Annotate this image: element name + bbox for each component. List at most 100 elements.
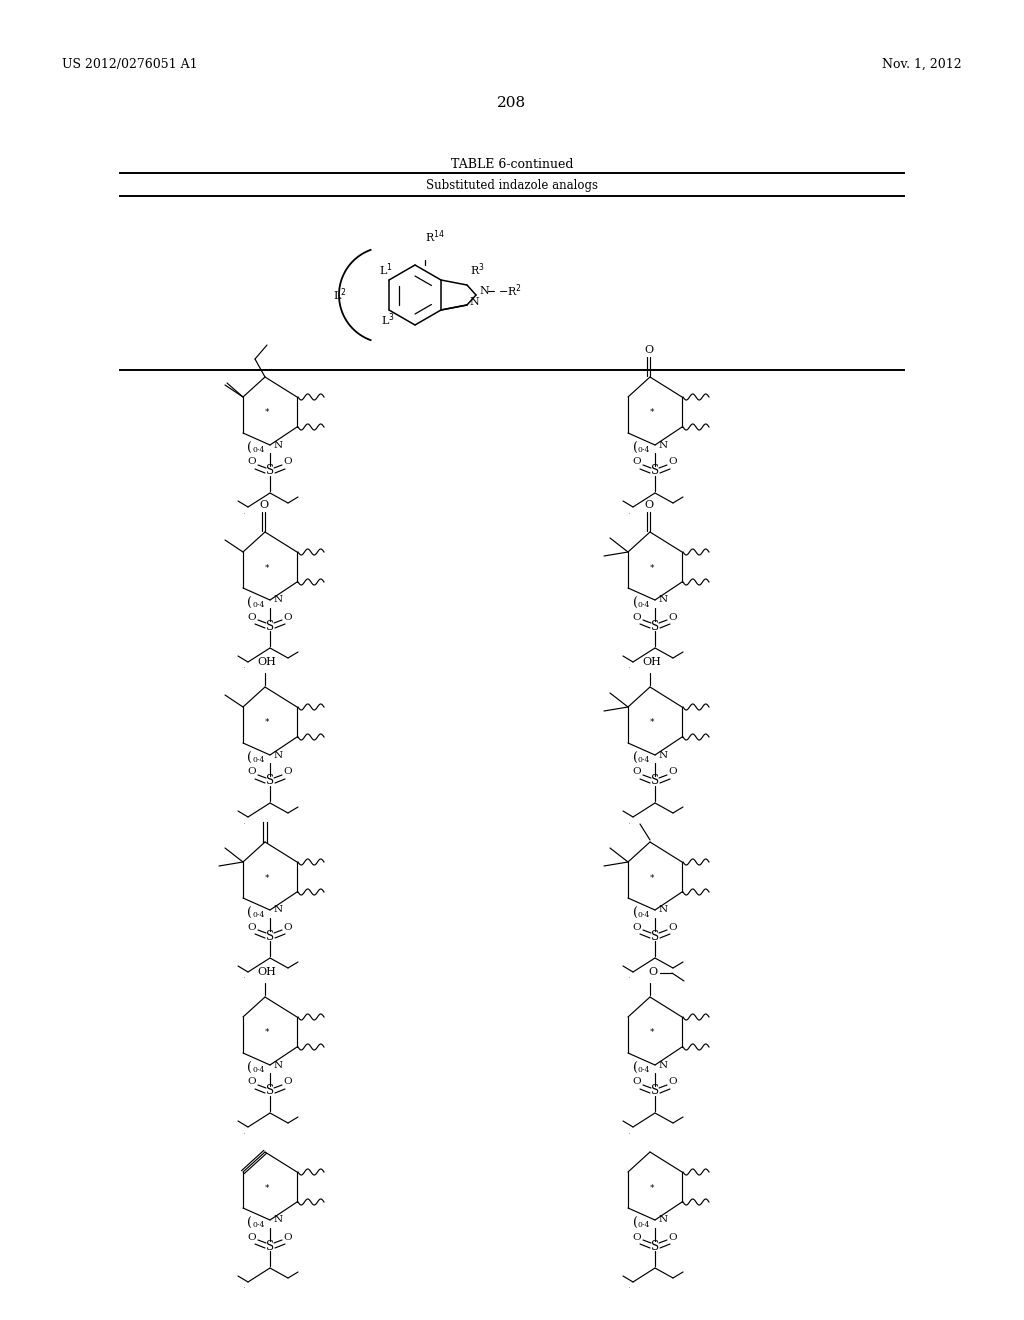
Text: *: * bbox=[265, 718, 269, 727]
Text: O: O bbox=[633, 767, 641, 776]
Text: S: S bbox=[266, 775, 274, 788]
Text: N: N bbox=[274, 441, 283, 450]
Text: O: O bbox=[669, 767, 677, 776]
Text: O: O bbox=[248, 458, 256, 466]
Text: 0-4: 0-4 bbox=[253, 756, 265, 764]
Text: (: ( bbox=[248, 1061, 253, 1074]
Text: N: N bbox=[479, 286, 488, 296]
Text: Nov. 1, 2012: Nov. 1, 2012 bbox=[883, 58, 962, 71]
Text: (: ( bbox=[633, 907, 638, 920]
Text: O: O bbox=[284, 458, 292, 466]
Text: OH: OH bbox=[258, 968, 276, 977]
Text: *: * bbox=[265, 1184, 269, 1192]
Text: O: O bbox=[284, 612, 292, 622]
Text: (: ( bbox=[633, 597, 638, 610]
Text: O: O bbox=[669, 923, 677, 932]
Text: L$^2$: L$^2$ bbox=[333, 286, 347, 304]
Text: $-$R$^2$: $-$R$^2$ bbox=[498, 282, 522, 300]
Text: 0-4: 0-4 bbox=[638, 911, 650, 919]
Text: O: O bbox=[259, 500, 268, 510]
Text: 0-4: 0-4 bbox=[253, 446, 265, 454]
Text: N: N bbox=[659, 1216, 668, 1225]
Text: 0-4: 0-4 bbox=[253, 1067, 265, 1074]
Text: L$^3$: L$^3$ bbox=[381, 312, 395, 329]
Text: S: S bbox=[651, 1239, 659, 1253]
Text: N: N bbox=[469, 297, 479, 308]
Text: S: S bbox=[651, 929, 659, 942]
Text: *: * bbox=[265, 408, 269, 417]
Text: O: O bbox=[644, 500, 653, 510]
Text: 0-4: 0-4 bbox=[638, 756, 650, 764]
Text: S: S bbox=[266, 1085, 274, 1097]
Text: O: O bbox=[284, 923, 292, 932]
Text: S: S bbox=[651, 775, 659, 788]
Text: (: ( bbox=[248, 597, 253, 610]
Text: O: O bbox=[248, 767, 256, 776]
Text: N: N bbox=[659, 751, 668, 759]
Text: S: S bbox=[266, 1239, 274, 1253]
Text: *: * bbox=[650, 718, 654, 727]
Text: *: * bbox=[650, 564, 654, 573]
Text: *: * bbox=[650, 1184, 654, 1192]
Text: O: O bbox=[633, 1233, 641, 1242]
Text: 0-4: 0-4 bbox=[638, 1221, 650, 1229]
Text: TABLE 6-continued: TABLE 6-continued bbox=[451, 158, 573, 172]
Text: (: ( bbox=[633, 441, 638, 454]
Text: O: O bbox=[669, 458, 677, 466]
Text: O: O bbox=[669, 1233, 677, 1242]
Text: O: O bbox=[284, 1077, 292, 1086]
Text: (: ( bbox=[633, 1217, 638, 1229]
Text: N: N bbox=[274, 1060, 283, 1069]
Text: *: * bbox=[265, 1028, 269, 1038]
Text: S: S bbox=[651, 465, 659, 478]
Text: S: S bbox=[651, 619, 659, 632]
Text: *: * bbox=[650, 408, 654, 417]
Text: S: S bbox=[266, 465, 274, 478]
Text: O: O bbox=[284, 767, 292, 776]
Text: O: O bbox=[644, 345, 653, 355]
Text: N: N bbox=[659, 906, 668, 915]
Text: *: * bbox=[265, 874, 269, 883]
Text: N: N bbox=[274, 751, 283, 759]
Text: *: * bbox=[265, 564, 269, 573]
Text: O: O bbox=[633, 612, 641, 622]
Text: O: O bbox=[633, 1077, 641, 1086]
Text: Substituted indazole analogs: Substituted indazole analogs bbox=[426, 180, 598, 191]
Text: S: S bbox=[651, 1085, 659, 1097]
Text: R$^{14}$: R$^{14}$ bbox=[425, 228, 445, 246]
Text: O: O bbox=[248, 612, 256, 622]
Text: S: S bbox=[266, 929, 274, 942]
Text: (: ( bbox=[248, 441, 253, 454]
Text: O: O bbox=[284, 1233, 292, 1242]
Text: (: ( bbox=[248, 1217, 253, 1229]
Text: 0-4: 0-4 bbox=[253, 601, 265, 609]
Text: S: S bbox=[266, 619, 274, 632]
Text: N: N bbox=[274, 1216, 283, 1225]
Text: *: * bbox=[650, 1028, 654, 1038]
Text: OH: OH bbox=[643, 657, 662, 667]
Text: 208: 208 bbox=[498, 96, 526, 110]
Text: *: * bbox=[650, 874, 654, 883]
Text: R$^3$: R$^3$ bbox=[470, 261, 484, 279]
Text: N: N bbox=[659, 1060, 668, 1069]
Text: (: ( bbox=[248, 751, 253, 764]
Text: US 2012/0276051 A1: US 2012/0276051 A1 bbox=[62, 58, 198, 71]
Text: O: O bbox=[248, 923, 256, 932]
Text: O: O bbox=[633, 458, 641, 466]
Text: 0-4: 0-4 bbox=[638, 446, 650, 454]
Text: O: O bbox=[248, 1077, 256, 1086]
Text: O: O bbox=[648, 968, 657, 977]
Text: OH: OH bbox=[258, 657, 276, 667]
Text: 0-4: 0-4 bbox=[638, 1067, 650, 1074]
Text: L$^1$: L$^1$ bbox=[379, 261, 393, 279]
Text: (: ( bbox=[633, 751, 638, 764]
Text: N: N bbox=[659, 441, 668, 450]
Text: (: ( bbox=[248, 907, 253, 920]
Text: O: O bbox=[633, 923, 641, 932]
Text: (: ( bbox=[633, 1061, 638, 1074]
Text: N: N bbox=[274, 906, 283, 915]
Text: O: O bbox=[248, 1233, 256, 1242]
Text: O: O bbox=[669, 612, 677, 622]
Text: N: N bbox=[274, 595, 283, 605]
Text: O: O bbox=[669, 1077, 677, 1086]
